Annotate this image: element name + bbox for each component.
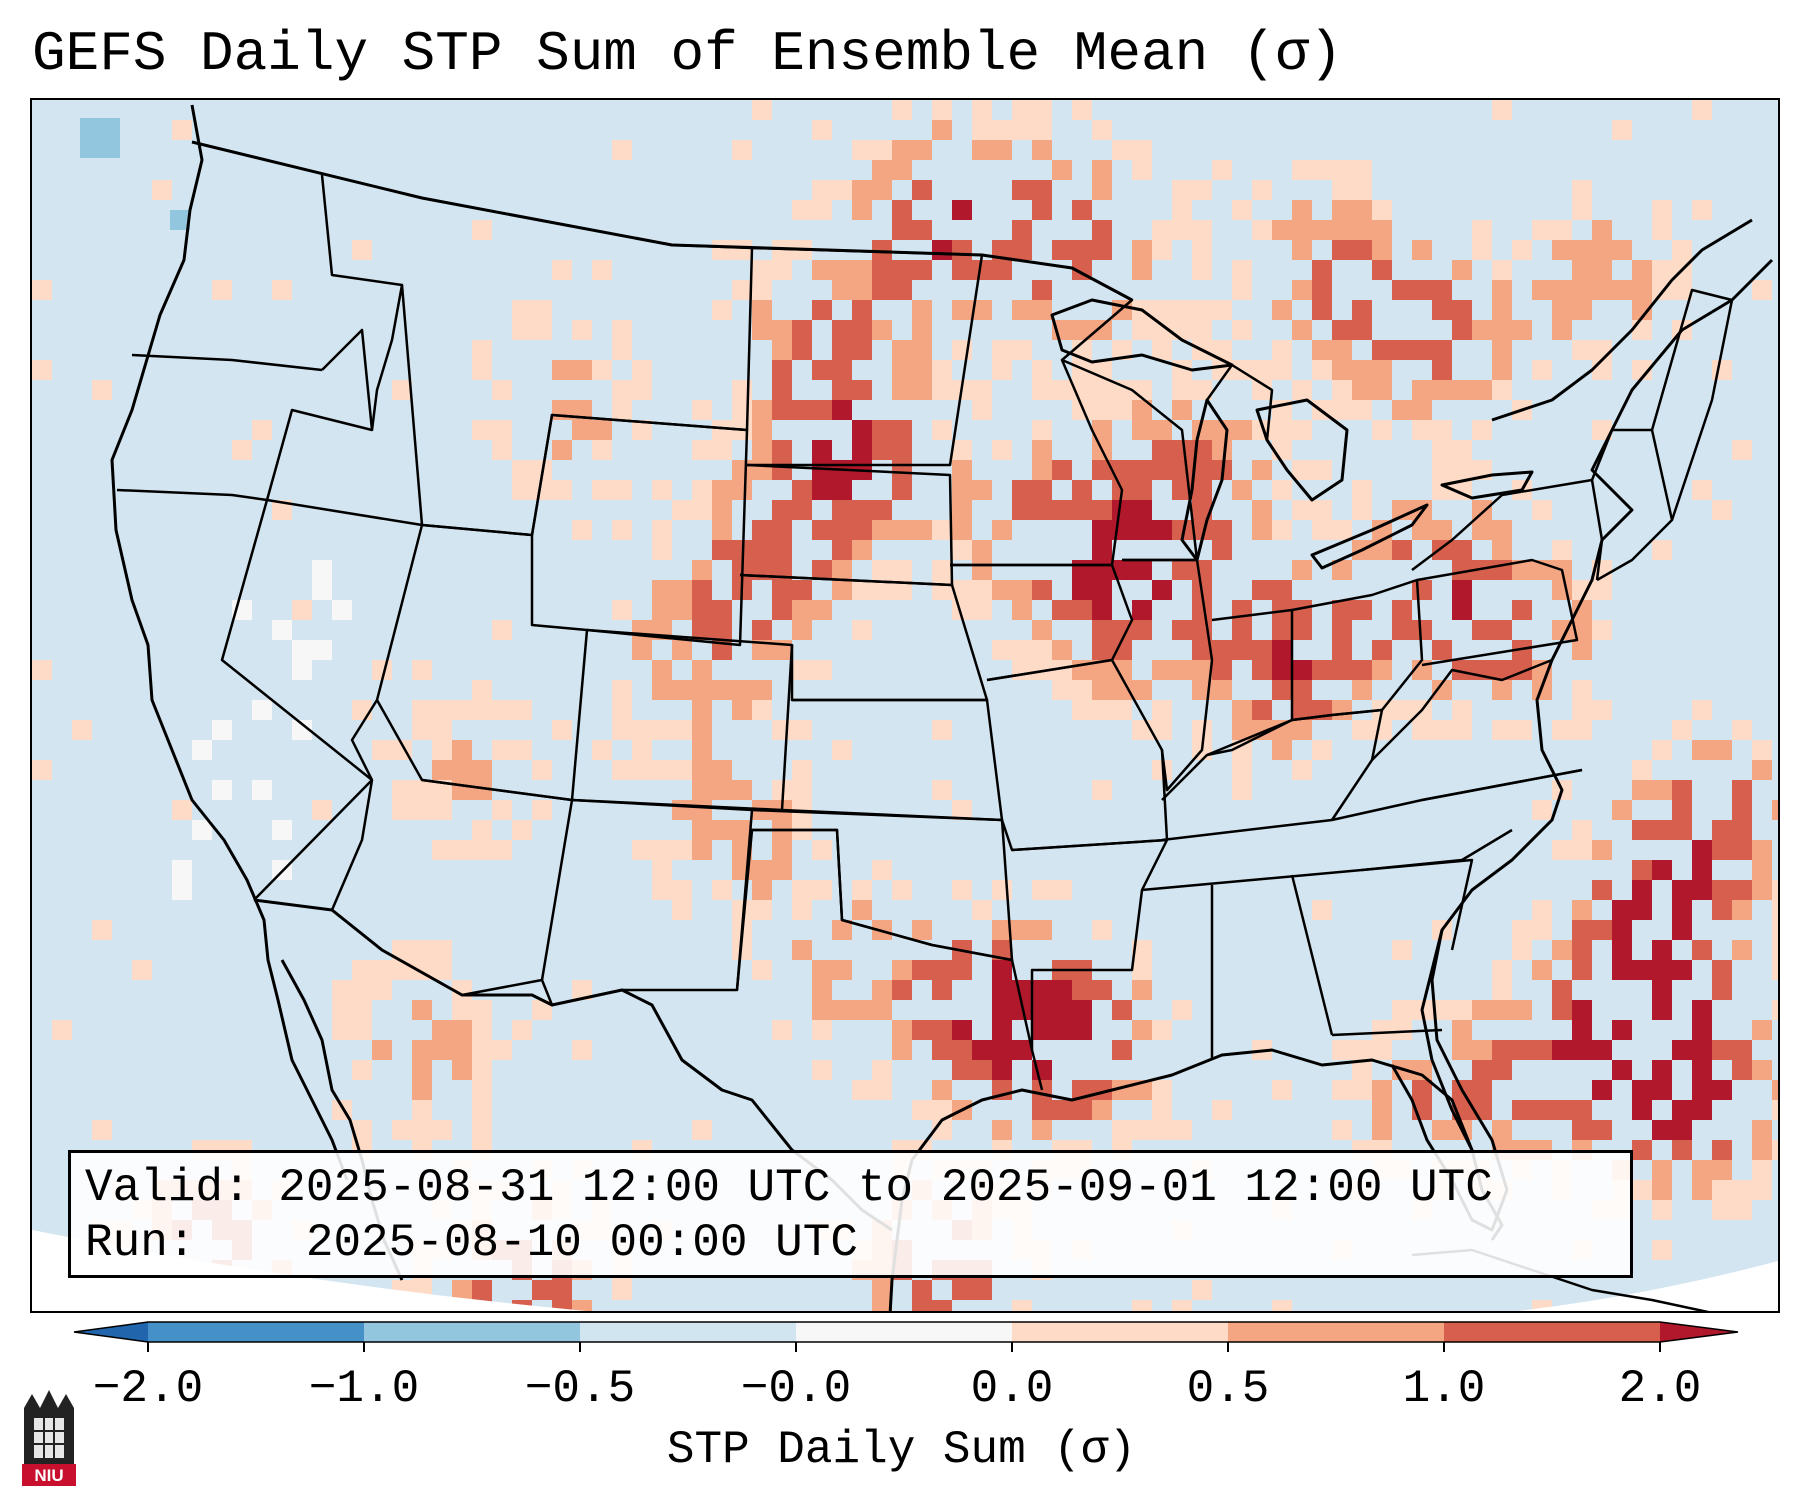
state-border-az [330, 778, 574, 997]
state-border-mn [950, 253, 1134, 567]
state-border-or-id [265, 328, 374, 501]
state-border-ga-fl [1331, 1028, 1443, 1037]
state-border-ca-nv [220, 499, 373, 781]
state-border-co [571, 628, 794, 812]
state-border-ny [1411, 478, 1604, 581]
colorbar-segment [580, 1322, 796, 1342]
niu-logo-icon: NIU [22, 1390, 76, 1486]
colorbar-segment [796, 1322, 1012, 1342]
colorbar-tick-label: −0.0 [740, 1363, 852, 1415]
state-border-sc [1361, 858, 1474, 951]
stp-map [32, 100, 1778, 1311]
state-border-id-mt [320, 174, 404, 431]
logo-text: NIU [34, 1466, 63, 1485]
pacific-coastline [110, 104, 349, 1181]
colorbar-tick-label: 0.0 [970, 1363, 1054, 1415]
colorbar-tick-label: −1.0 [308, 1363, 420, 1415]
state-border-va-wv [1371, 658, 1553, 761]
stp-grid-cells [32, 100, 1778, 1311]
colorbar-tick-label: 2.0 [1618, 1363, 1702, 1415]
state-border-new-england [1590, 428, 1674, 582]
colorbar-label: STP Daily Sum (σ) [666, 1424, 1137, 1476]
state-border-or-ca [116, 488, 268, 502]
state-border-al-ga [1290, 874, 1334, 1036]
st-lawrence-coast [1491, 218, 1753, 422]
state-border-ky-tn [1161, 768, 1583, 842]
state-border-ar-la [1011, 838, 1169, 1050]
colorbar-segment [148, 1322, 364, 1342]
state-border-il [1122, 558, 1214, 792]
state-border-mo [986, 658, 1169, 852]
chart-title: GEFS Daily STP Sum of Ensemble Mean (σ) [32, 22, 1343, 86]
state-border-nd-sd [747, 246, 984, 467]
state-border-mi [1205, 363, 1274, 441]
run-label: Run: [85, 1217, 196, 1269]
state-border-wa-or [131, 353, 323, 372]
map-panel [30, 98, 1780, 1313]
colorbar-segment [1012, 1322, 1228, 1342]
colorbar [73, 1321, 1739, 1352]
colorbar-tick-label: 1.0 [1402, 1363, 1486, 1415]
valid-range: 2025-08-31 12:00 UTC to 2025-09-01 12:00… [278, 1162, 1493, 1214]
colorbar-segment [1444, 1322, 1660, 1342]
state-border-me [1650, 288, 1734, 521]
projection-edge-right [1518, 1261, 1778, 1311]
run-time: 2025-08-10 00:00 UTC [305, 1217, 858, 1269]
state-border-mt [400, 196, 754, 537]
valid-label: Valid: [85, 1162, 251, 1214]
state-borders [116, 174, 1734, 1091]
lake-erie [1310, 503, 1429, 570]
valid-run-info-box: Valid: 2025-08-31 12:00 UTC to 2025-09-0… [68, 1150, 1633, 1278]
lake-ontario [1440, 470, 1534, 500]
state-border-nc-va [1421, 768, 1583, 802]
lake-huron [1255, 398, 1349, 502]
colorbar-extend-low [74, 1322, 148, 1342]
colorbar-tick-label: −2.0 [92, 1363, 204, 1415]
state-border-pa [1416, 558, 1579, 667]
colorbar-segment [1228, 1322, 1444, 1342]
projection-edge-left [32, 1230, 587, 1311]
colorbar-extend-high [1660, 1322, 1738, 1342]
colorbar-tick-label: 0.5 [1186, 1363, 1270, 1415]
state-border-tx [735, 828, 1044, 1091]
state-border-nv [253, 498, 424, 901]
state-border-tn-south [1141, 828, 1513, 892]
colorbar-segment [364, 1322, 580, 1342]
lake-superior [1050, 298, 1234, 372]
colorbar-tick-label: −0.5 [524, 1363, 636, 1415]
